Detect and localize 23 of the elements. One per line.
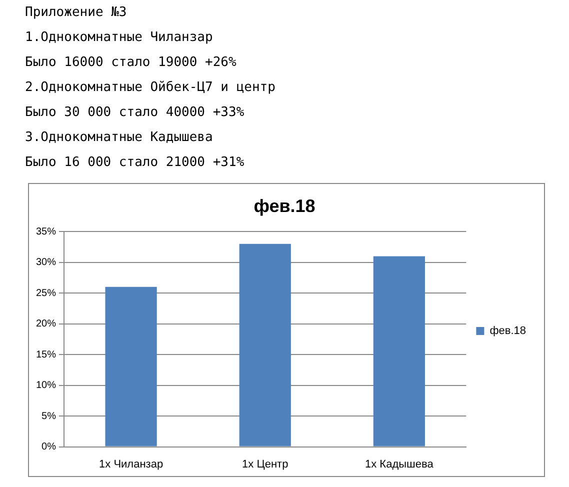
y-tick-label: 15% — [36, 349, 56, 360]
text: Было 16000 стало 19000 +26% — [25, 54, 238, 72]
text: Было 30 000 стало 40000 +33% — [25, 104, 246, 122]
bar — [239, 244, 291, 446]
y-tick-label: 10% — [36, 380, 56, 392]
y-tick-label: 20% — [36, 318, 56, 330]
text: 2.Однокомнатные Ойбек-Ц7 и центр — [25, 79, 276, 97]
x-tick-label: 1х Центр — [242, 458, 288, 470]
text: 3.Однокомнатные Кадышева — [25, 129, 214, 147]
text: 1.Однокомнатные Чиланзар — [25, 29, 214, 47]
y-tick-label: 30% — [36, 257, 56, 268]
text: Было 16 000 стало 21000 +31% — [25, 154, 246, 172]
y-tick-label: 35% — [36, 226, 56, 238]
y-tick-label: 25% — [36, 288, 56, 299]
legend-label: фев.18 — [490, 325, 526, 338]
x-tick-label: 1х Кадышева — [365, 458, 434, 470]
text: Приложение №3 — [25, 4, 128, 22]
x-tick-label: 1х Чиланзар — [99, 458, 164, 470]
chart-title: фев.18 — [254, 196, 316, 216]
bar — [373, 256, 425, 446]
bar — [105, 286, 157, 446]
y-tick-label: 0% — [42, 442, 56, 453]
y-tick-label: 5% — [42, 410, 56, 422]
